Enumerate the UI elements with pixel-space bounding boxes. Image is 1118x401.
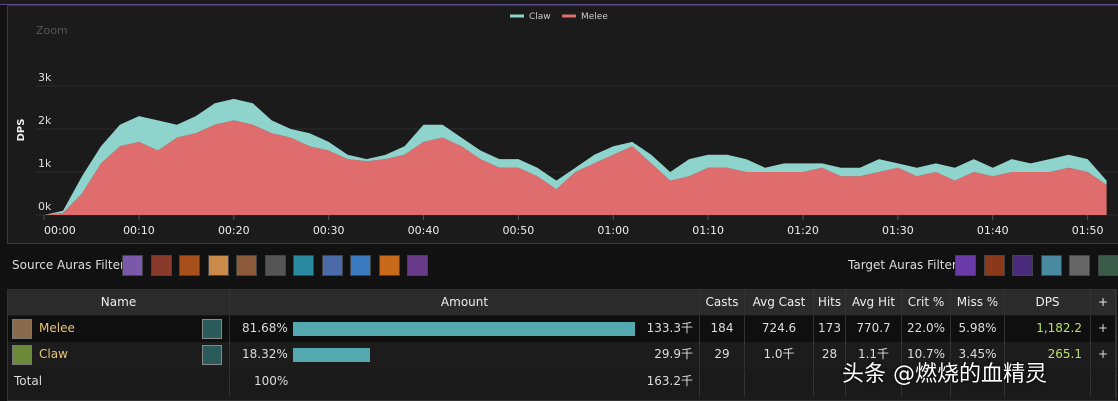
x-tick-label: 01:40 (977, 224, 1009, 237)
x-tick-label: 01:20 (787, 224, 819, 237)
column-header: Casts (700, 290, 745, 315)
total-empty-cell (902, 369, 951, 397)
column-header: Hits (814, 290, 846, 315)
column-header: Crit % (902, 290, 951, 315)
x-tick-label: 00:20 (218, 224, 250, 237)
x-tick-label: 01:30 (882, 224, 914, 237)
share-bar (293, 322, 636, 336)
x-tick-label: 00:50 (503, 224, 535, 237)
name-cell: Claw (8, 342, 230, 368)
column-header: DPS (1005, 290, 1091, 315)
x-tick-label: 00:30 (313, 224, 345, 237)
target-aura-icon[interactable] (983, 255, 1005, 276)
ability-icon[interactable] (202, 345, 222, 365)
column-header: Name (8, 290, 230, 315)
amount-cell: 18.32% 29.9千 (230, 342, 700, 368)
y-tick-label: 1k (38, 157, 52, 170)
ability-icon (12, 345, 32, 365)
target-filter-label: Target Auras Filter: (848, 258, 961, 272)
stat-cell: 724.6 (745, 316, 814, 342)
stat-cell: 5.98% (951, 316, 1005, 342)
amount-cell: 81.68% 133.3千 (230, 316, 700, 342)
stat-cell: 265.1 (1005, 342, 1091, 368)
stat-cell: 1,182.2 (1005, 316, 1091, 342)
stat-cell: 29 (700, 342, 745, 368)
ability-name[interactable]: Claw (39, 347, 68, 361)
total-amount: 163.2千 (646, 374, 693, 388)
source-aura-icon[interactable] (236, 255, 257, 276)
top-bar (0, 0, 1118, 5)
stat-cell: 1.1千 (846, 342, 902, 368)
source-aura-icon[interactable] (122, 255, 143, 276)
ability-icon (12, 319, 32, 339)
total-empty-cell (1091, 369, 1116, 397)
target-aura-icon[interactable] (1069, 255, 1090, 276)
legend-label: Claw (529, 12, 551, 22)
source-aura-icon[interactable] (321, 255, 343, 276)
stat-cell: 22.0% (902, 316, 951, 342)
share-label: 81.68% (242, 321, 288, 335)
ability-icon[interactable] (202, 319, 222, 339)
watermark: 头条 @燃烧的血精灵 (842, 362, 1047, 387)
target-aura-icon[interactable] (1040, 255, 1062, 276)
total-share: 100% (254, 374, 289, 388)
total-empty-cell (846, 369, 902, 397)
total-label: Total (8, 369, 230, 397)
source-aura-icon[interactable] (207, 255, 229, 276)
stat-cell: 184 (700, 316, 745, 342)
source-aura-icon[interactable] (150, 255, 172, 276)
source-aura-icon[interactable] (264, 255, 286, 276)
column-header: Avg Cast (745, 290, 814, 315)
x-tick-label: 00:00 (44, 224, 76, 237)
y-axis-label: DPS (16, 119, 27, 142)
y-tick-label: 0k (38, 200, 52, 213)
stat-cell: 1.0千 (745, 342, 814, 368)
chart: Zoom DPS 0k 1k 2k 3k 00:00 00:10 00:20 00:30 00:40… (7, 5, 1118, 244)
legend-label: Melee (581, 12, 608, 22)
stat-cell: 10.7% (902, 342, 951, 368)
y-tick-label: 3k (38, 71, 52, 84)
ability-table: Name Amount Casts Avg Cast Hits Avg Hit Crit %… (7, 289, 1117, 401)
x-tick-label: 01:00 (597, 224, 629, 237)
total-empty-cell (700, 369, 745, 397)
target-aura-icon[interactable] (955, 255, 976, 276)
x-tick-label: 00:10 (123, 224, 155, 237)
source-aura-icon[interactable] (350, 255, 371, 276)
source-aura-icon[interactable] (378, 255, 400, 276)
amount-label: 133.3千 (646, 321, 693, 335)
target-aura-icon[interactable] (1097, 255, 1118, 276)
name-cell: Melee (8, 316, 230, 342)
target-aura-icon[interactable] (1012, 255, 1033, 276)
total-amount-cell: 100% 163.2千 (230, 369, 700, 397)
column-header: Amount (230, 290, 700, 315)
column-header: Miss % (951, 290, 1005, 315)
total-empty-cell (1005, 369, 1091, 397)
stat-cell: + (1091, 316, 1116, 342)
total-empty-cell (814, 369, 846, 397)
x-tick-label: 01:10 (692, 224, 724, 237)
share-bar (293, 348, 370, 362)
source-aura-icon[interactable] (407, 255, 428, 276)
stat-cell: 3.45% (951, 342, 1005, 368)
total-empty-cell (745, 369, 814, 397)
source-aura-icon[interactable] (293, 255, 314, 276)
x-tick-label: 00:40 (408, 224, 440, 237)
amount-label: 29.9千 (654, 347, 693, 361)
source-aura-icon[interactable] (179, 255, 200, 276)
source-filter-label: Source Auras Filter: (12, 258, 129, 272)
zoom-label: Zoom (36, 24, 68, 37)
column-header: Avg Hit (846, 290, 902, 315)
stat-cell: 28 (814, 342, 846, 368)
stat-cell: 173 (814, 316, 846, 342)
share-label: 18.32% (242, 347, 288, 361)
y-tick-label: 2k (38, 114, 52, 127)
ability-name[interactable]: Melee (39, 321, 75, 335)
total-empty-cell (951, 369, 1005, 397)
stat-cell: + (1091, 342, 1116, 368)
x-tick-label: 01:50 (1072, 224, 1104, 237)
column-header: + (1091, 290, 1116, 315)
area-melee (44, 120, 1107, 215)
stat-cell: 770.7 (846, 316, 902, 342)
